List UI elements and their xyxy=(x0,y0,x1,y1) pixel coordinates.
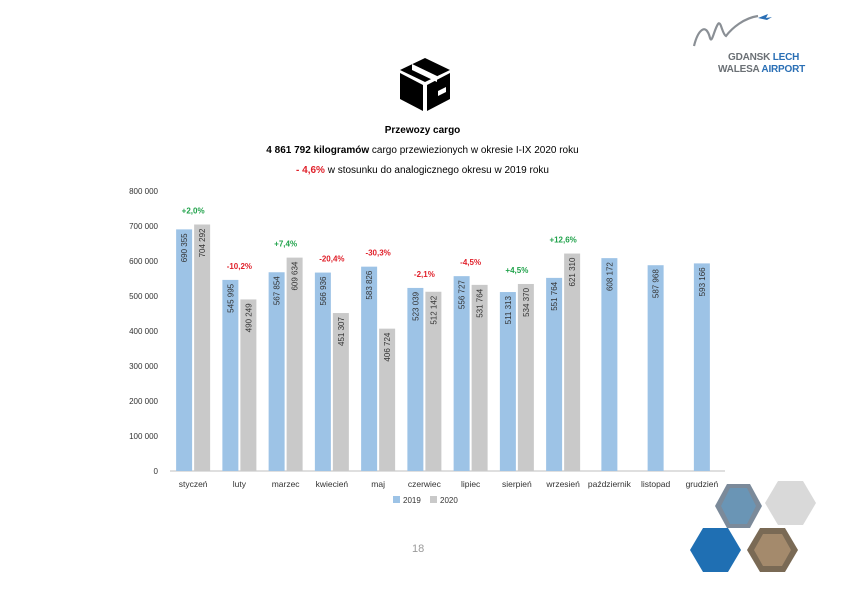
bar-2019 xyxy=(361,266,378,471)
x-tick-label: styczeń xyxy=(179,479,208,489)
data-label-2019: 556 727 xyxy=(458,280,467,309)
change-label: +7,4% xyxy=(274,240,297,249)
data-label-2020: 531 764 xyxy=(476,288,485,317)
y-tick-label: 200 000 xyxy=(129,397,158,406)
data-label-2019: 567 854 xyxy=(273,276,282,305)
bar-2019 xyxy=(453,276,470,471)
summary-line: 4 861 792 kilogramów cargo przewiezionyc… xyxy=(266,145,579,156)
bar-2020 xyxy=(564,253,581,471)
y-tick-label: 500 000 xyxy=(129,292,158,301)
change-label: -10,2% xyxy=(227,262,252,271)
bar-2020 xyxy=(471,284,488,471)
y-tick-label: 700 000 xyxy=(129,222,158,231)
x-tick-label: wrzesień xyxy=(545,479,580,489)
x-tick-label: kwiecień xyxy=(316,479,349,489)
y-tick-label: 0 xyxy=(154,467,159,476)
change-label: -20,4% xyxy=(319,255,344,264)
airport-logo: GDANSK LECH WALESA AIRPORT xyxy=(688,10,808,75)
data-label-2019: 587 968 xyxy=(652,269,661,298)
bar-2019 xyxy=(647,265,664,471)
x-tick-label: listopad xyxy=(641,479,671,489)
data-label-2020: 512 142 xyxy=(429,295,438,324)
data-label-2019: 545 995 xyxy=(226,283,235,312)
data-label-2020: 704 292 xyxy=(198,228,207,257)
change-label: +4,5% xyxy=(505,266,528,275)
data-label-2019: 523 039 xyxy=(411,291,420,320)
x-tick-label: październik xyxy=(588,479,632,489)
x-tick-label: sierpień xyxy=(502,479,532,489)
data-label-2020: 534 370 xyxy=(522,287,531,316)
chart-title: Przewozy cargo xyxy=(384,125,461,136)
bar-2020 xyxy=(240,299,257,471)
change-label: +2,0% xyxy=(182,206,205,215)
data-label-2020: 621 310 xyxy=(568,257,577,286)
y-tick-label: 300 000 xyxy=(129,362,158,371)
logo-line-1: GDANSK LECH xyxy=(728,52,800,63)
x-tick-label: lipiec xyxy=(461,479,481,489)
bar-2019 xyxy=(314,272,331,471)
data-label-2019: 511 313 xyxy=(504,295,513,324)
x-tick-label: luty xyxy=(233,479,247,489)
y-tick-label: 100 000 xyxy=(129,432,158,441)
change-label: -30,3% xyxy=(365,249,390,258)
legend-swatch-2019 xyxy=(393,496,400,503)
bar-2019 xyxy=(546,277,563,471)
logo-line-2: WALESA AIRPORT xyxy=(718,64,806,75)
data-label-2020: 490 249 xyxy=(244,303,253,332)
bar-2020 xyxy=(379,328,396,471)
bar-2020 xyxy=(332,313,349,471)
y-tick-label: 800 000 xyxy=(129,187,158,196)
data-label-2020: 609 634 xyxy=(291,261,300,290)
change-label: -2,1% xyxy=(414,270,435,279)
data-label-2019: 593 166 xyxy=(698,267,707,296)
y-tick-label: 600 000 xyxy=(129,257,158,266)
package-box-icon xyxy=(400,58,450,111)
bar-2019 xyxy=(407,287,424,471)
x-tick-label: grudzień xyxy=(686,479,719,489)
data-label-2020: 406 724 xyxy=(383,332,392,361)
bar-2019 xyxy=(222,279,239,471)
bar-2020 xyxy=(517,283,534,471)
x-tick-label: marzec xyxy=(272,479,301,489)
data-label-2019: 608 172 xyxy=(605,262,614,291)
page-number: 18 xyxy=(412,543,425,555)
legend-swatch-2020 xyxy=(430,496,437,503)
data-label-2020: 451 307 xyxy=(337,316,346,345)
data-label-2019: 583 826 xyxy=(365,270,374,299)
bar-2019 xyxy=(176,229,193,471)
change-line: - 4,6% w stosunku do analogicznego okres… xyxy=(296,165,549,176)
legend-label-2019: 2019 xyxy=(403,496,421,505)
bar-2020 xyxy=(194,224,211,471)
bar-2019 xyxy=(693,263,710,471)
legend-label-2020: 2020 xyxy=(440,496,458,505)
signature-plane-icon xyxy=(692,14,772,47)
x-tick-label: czerwiec xyxy=(408,479,442,489)
y-tick-label: 400 000 xyxy=(129,327,158,336)
change-label: +12,6% xyxy=(549,236,576,245)
bar-2020 xyxy=(286,257,303,471)
data-label-2019: 566 936 xyxy=(319,276,328,305)
x-tick-label: maj xyxy=(371,479,385,489)
data-label-2019: 690 355 xyxy=(180,233,189,262)
bar-2019 xyxy=(601,258,618,471)
bar-2019 xyxy=(499,292,516,471)
data-label-2019: 551 764 xyxy=(550,281,559,310)
bar-2019 xyxy=(268,272,285,471)
change-label: -4,5% xyxy=(460,258,481,267)
bar-2020 xyxy=(425,291,442,471)
decorative-hexagons xyxy=(690,481,816,572)
